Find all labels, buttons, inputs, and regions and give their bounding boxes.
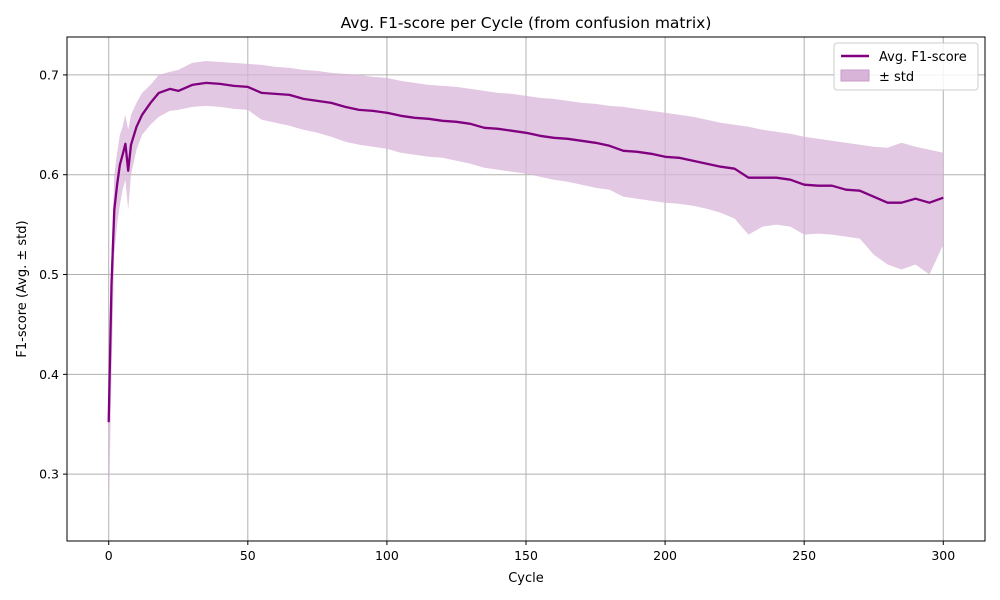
y-axis-title: F1-score (Avg. ± std)	[15, 220, 30, 357]
y-tick-label: 0.7	[39, 67, 59, 82]
x-axis-title: Cycle	[508, 571, 544, 586]
y-tick-label: 0.3	[39, 467, 59, 482]
x-tick-label: 0	[105, 548, 113, 563]
x-tick-label: 200	[653, 548, 677, 563]
y-tick-label: 0.6	[39, 167, 59, 182]
y-tick-label: 0.4	[39, 367, 59, 382]
legend-label-mean: Avg. F1-score	[879, 50, 967, 65]
legend-band-swatch	[840, 69, 870, 82]
legend: Avg. F1-score ± std	[833, 42, 979, 91]
legend-label-std: ± std	[879, 70, 914, 85]
x-tick-label: 100	[375, 548, 399, 563]
x-tick-label: 150	[514, 548, 538, 563]
x-axis-ticks: 0 50 100 150 200 250 300	[105, 541, 955, 563]
legend-box	[833, 42, 979, 91]
mean-f1-line	[107, 81, 944, 423]
mean-line-layer	[107, 81, 944, 423]
chart-title: Avg. F1-score per Cycle (from confusion …	[341, 14, 712, 32]
x-tick-label: 50	[240, 548, 256, 563]
y-axis-ticks: 0.3 0.4 0.5 0.6 0.7	[39, 67, 67, 482]
std-band-layer	[108, 61, 944, 524]
std-band	[108, 61, 944, 524]
y-tick-label: 0.5	[39, 267, 59, 282]
x-tick-label: 250	[792, 548, 816, 563]
x-tick-label: 300	[931, 548, 955, 563]
